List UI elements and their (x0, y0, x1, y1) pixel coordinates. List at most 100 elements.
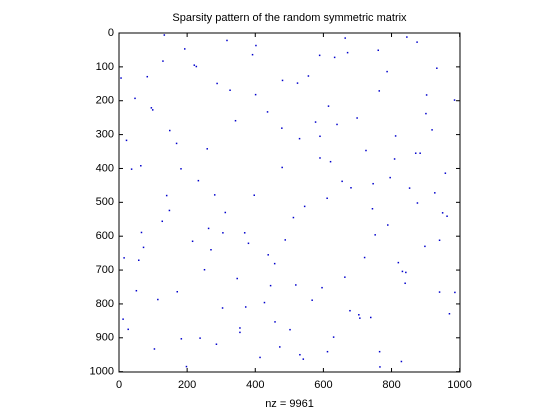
x-tick-label: 1000 (447, 379, 471, 391)
x-tick-label: 400 (246, 379, 264, 391)
nonzero-dot (318, 54, 321, 57)
nonzero-dot (236, 277, 238, 280)
nonzero-dot (207, 227, 210, 230)
y-tick-label: 0 (108, 27, 114, 39)
nonzero-dot (255, 44, 257, 47)
nonzero-dot (213, 194, 216, 196)
nonzero-dot (387, 224, 389, 226)
nonzero-dot (326, 350, 329, 353)
nonzero-dot (180, 338, 183, 340)
nonzero-dot (161, 220, 164, 223)
nonzero-dot (358, 314, 360, 316)
nonzero-dot (401, 270, 404, 273)
nonzero-dot (253, 194, 255, 196)
nonzero-dot (406, 36, 408, 38)
nonzero-dot (386, 70, 388, 73)
nonzero-dot (446, 215, 448, 217)
nonzero-dot (314, 121, 317, 123)
nonzero-dot (279, 346, 281, 348)
y-tick-label: 900 (96, 332, 114, 344)
nonzero-dot (251, 53, 254, 56)
nonzero-dot (243, 232, 246, 234)
nonzero-dot (267, 254, 269, 256)
nonzero-dot (344, 37, 346, 39)
nonzero-dot (329, 160, 332, 163)
nonzero-dot (346, 51, 349, 54)
nonzero-dot (416, 202, 419, 204)
nonzero-dot (180, 168, 182, 170)
nonzero-dot (197, 179, 200, 182)
nonzero-dot (273, 262, 276, 265)
nonzero-dot (448, 313, 451, 315)
nonzero-dot (234, 119, 237, 122)
nonzero-dot (120, 77, 122, 79)
nonzero-dot (326, 197, 328, 200)
nonzero-dot (135, 289, 138, 292)
nonzero-dot (266, 111, 269, 113)
plot-area (118, 32, 461, 373)
nonzero-dot (356, 117, 358, 119)
nonzero-dot (438, 239, 441, 242)
nonzero-dot (434, 192, 436, 194)
nonzero-dot (302, 358, 305, 360)
nonzero-dot (210, 248, 212, 251)
nonzero-dot (303, 205, 306, 208)
nonzero-dot (134, 97, 136, 100)
y-tick-label: 1000 (90, 366, 114, 378)
nonzero-dot (454, 291, 456, 294)
nonzero-dot (299, 353, 301, 356)
nonzero-dot (254, 93, 257, 96)
nonzero-dot (226, 39, 228, 42)
nonzero-dot (162, 60, 164, 62)
nonzero-dot (199, 337, 201, 339)
nonzero-dot (175, 142, 178, 145)
nonzero-dot (122, 318, 124, 320)
nonzero-dot (191, 240, 194, 243)
nonzero-dot (425, 94, 428, 96)
nonzero-dot (244, 306, 247, 308)
nonzero-dot (215, 343, 218, 345)
nonzero-dot (389, 176, 391, 179)
nonzero-dot (444, 172, 447, 174)
y-tick-label: 700 (96, 264, 114, 276)
nonzero-dot (130, 168, 133, 170)
y-tick-label: 600 (96, 230, 114, 242)
nonzero-dot (307, 75, 310, 77)
nonzero-dot (163, 34, 166, 36)
nonzero-dot (377, 49, 379, 52)
nonzero-dot (146, 75, 149, 78)
y-tick-label: 200 (96, 95, 114, 107)
nonzero-dot (140, 165, 142, 167)
nonzero-dot (341, 180, 343, 183)
nonzero-dot (151, 109, 154, 111)
nonzero-dot (195, 65, 198, 68)
nonzero-dot (311, 299, 313, 301)
x-tick-label: 0 (116, 379, 122, 391)
nonzero-dot (259, 356, 261, 359)
nonzero-dot (206, 148, 208, 150)
nonzero-dot (150, 107, 153, 109)
nonzero-dot (379, 366, 381, 368)
nonzero-dot (397, 261, 400, 264)
nonzero-dot (165, 194, 168, 197)
nonzero-dot (157, 298, 159, 301)
nonzero-dot (332, 336, 335, 338)
y-tick-label: 400 (96, 162, 114, 174)
nonzero-dot (153, 348, 156, 350)
nonzero-dot (424, 245, 426, 248)
nonzero-dot (378, 350, 381, 353)
nonzero-dot (394, 135, 397, 137)
nonzero-dot (436, 67, 438, 69)
nonzero-dot (414, 152, 417, 154)
nonzero-dot (274, 321, 276, 323)
nonzero-dot (138, 259, 140, 261)
nonzero-dot (441, 212, 444, 214)
nonzero-dot (247, 242, 250, 245)
nonzero-dot (431, 129, 433, 131)
nonzero-dot (284, 239, 286, 241)
nonzero-dot (221, 307, 224, 309)
nonzero-dot (281, 127, 283, 129)
nonzero-dot (295, 284, 297, 286)
nonzero-dot (229, 89, 231, 91)
